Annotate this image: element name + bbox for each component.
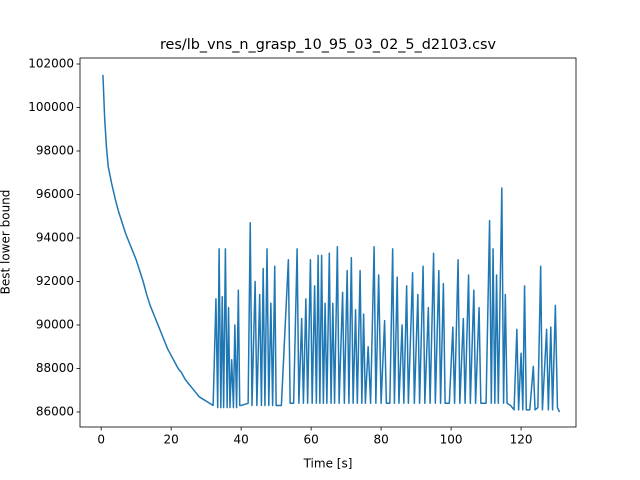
y-tick-label: 96000 xyxy=(36,187,74,201)
chart-title: res/lb_vns_n_grasp_10_95_03_02_5_d2103.c… xyxy=(160,37,497,53)
x-tick-label: 40 xyxy=(233,433,248,447)
x-tick-label: 20 xyxy=(164,433,179,447)
plot-frame xyxy=(79,57,577,428)
x-axis-label: Time [s] xyxy=(303,457,353,471)
y-tick-label: 98000 xyxy=(36,144,74,158)
y-tick-label: 102000 xyxy=(28,57,74,71)
y-tick-label: 92000 xyxy=(36,274,74,288)
y-tick-label: 86000 xyxy=(36,404,74,418)
x-tick-label: 0 xyxy=(97,433,105,447)
x-tick-label: 100 xyxy=(440,433,463,447)
y-axis-label: Best lower bound xyxy=(0,190,13,295)
x-tick-label: 120 xyxy=(510,433,533,447)
y-tick-label: 88000 xyxy=(36,361,74,375)
y-tick-label: 94000 xyxy=(36,230,74,244)
x-tick-label: 80 xyxy=(373,433,388,447)
y-tick-label: 100000 xyxy=(28,100,74,114)
x-tick-label: 60 xyxy=(303,433,318,447)
data-line xyxy=(102,74,561,413)
y-tick-label: 90000 xyxy=(36,317,74,331)
